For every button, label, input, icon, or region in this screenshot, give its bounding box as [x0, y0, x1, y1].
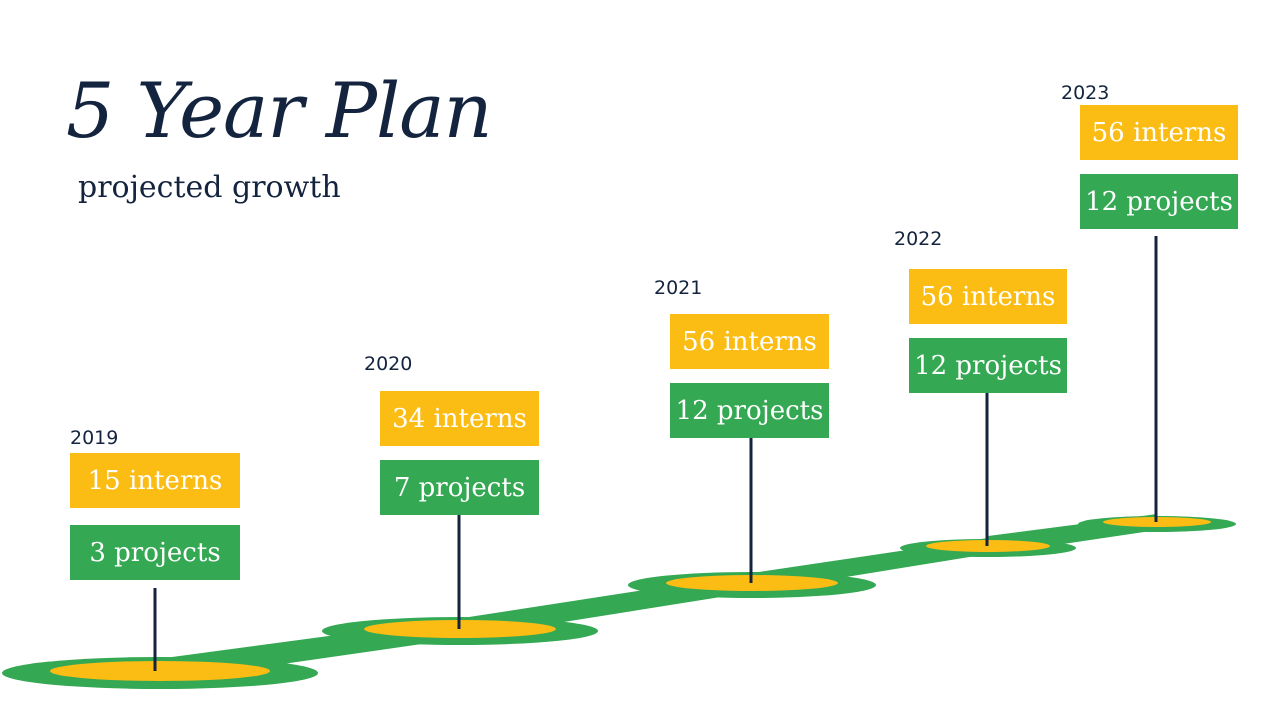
milestone-year-2019: 2019 [70, 427, 119, 449]
milestone-year-2022: 2022 [894, 228, 943, 250]
projects-box-2022: 12 projects [909, 338, 1067, 393]
interns-box-2019: 15 interns [70, 453, 240, 508]
milestone-year-2020: 2020 [364, 353, 413, 375]
interns-box-2021: 56 interns [670, 314, 829, 369]
interns-box-2023: 56 interns [1080, 105, 1238, 160]
projects-box-2023: 12 projects [1080, 174, 1238, 229]
page-title: 5 Year Plan [66, 66, 493, 155]
milestone-year-2023: 2023 [1061, 82, 1110, 104]
milestone-year-2021: 2021 [654, 277, 703, 299]
stop-marker-2019 [50, 661, 270, 681]
page-subtitle: projected growth [78, 170, 341, 205]
projects-box-2020: 7 projects [380, 460, 539, 515]
interns-box-2022: 56 interns [909, 269, 1067, 324]
projects-box-2021: 12 projects [670, 383, 829, 438]
interns-box-2020: 34 interns [380, 391, 539, 446]
projects-box-2019: 3 projects [70, 525, 240, 580]
